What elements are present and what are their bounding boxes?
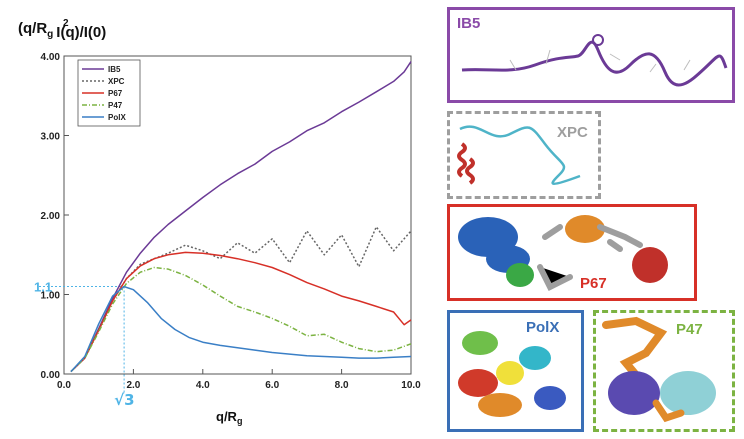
legend-label-polx: PolX	[108, 113, 126, 122]
chart: (q/Rg I(q)/I(0) 2 0.0 2.0 4.0 6.0 8.0 10.0 0.00…	[18, 18, 421, 426]
legend-label-p47: P47	[108, 101, 123, 110]
y-tick-label: 1.00	[41, 291, 61, 302]
y-tick-label: 4.00	[41, 52, 61, 63]
x-tick-label: 2.0	[126, 380, 140, 391]
x-tick-label: 0.0	[57, 380, 71, 391]
p47-structure-panel: P47	[593, 310, 735, 432]
xpc-structure-image	[457, 125, 581, 185]
x-axis-title: q/Rg	[216, 409, 242, 426]
ib5-structure-panel: IB5	[447, 7, 735, 103]
y-tick-label: 2.00	[41, 211, 61, 222]
p67-structure-panel: P67	[447, 204, 697, 301]
series-line-xpc	[70, 226, 412, 373]
polx-structure-panel: PolX	[447, 310, 584, 432]
p47-panel-label: P47	[676, 321, 703, 338]
series-line-p47	[70, 266, 412, 373]
x-tick-label: 10.0	[401, 380, 421, 391]
peak-x-annotation: √3	[114, 391, 134, 409]
y-axis-title: (q/Rg I(q)/I(0)	[18, 20, 106, 41]
x-tick-label: 4.0	[196, 380, 210, 391]
polx-panel-label: PolX	[526, 319, 560, 336]
series-line-polx	[70, 285, 412, 373]
ib5-structure-image	[461, 34, 728, 87]
peak-y-annotation: 1.1	[34, 280, 52, 295]
p67-structure-image	[458, 215, 668, 292]
p47-structure-image	[602, 316, 716, 423]
xpc-structure-panel: XPC	[447, 111, 601, 199]
series-line-ib5	[70, 61, 412, 373]
p67-panel-label: P67	[580, 275, 607, 292]
series-line-p67	[70, 251, 412, 373]
polx-structure-image	[458, 331, 566, 417]
legend-label-p67: P67	[108, 89, 123, 98]
y-tick-label: 0.00	[41, 370, 61, 381]
legend-label-ib5: IB5	[108, 65, 121, 74]
ib5-panel-label: IB5	[457, 15, 481, 32]
xpc-panel-label: XPC	[557, 124, 588, 141]
y-axis-title-sup: 2	[63, 18, 69, 29]
x-tick-label: 8.0	[335, 380, 349, 391]
x-tick-label: 6.0	[265, 380, 279, 391]
y-tick-label: 3.00	[41, 132, 61, 143]
legend-label-xpc: XPC	[108, 77, 125, 86]
